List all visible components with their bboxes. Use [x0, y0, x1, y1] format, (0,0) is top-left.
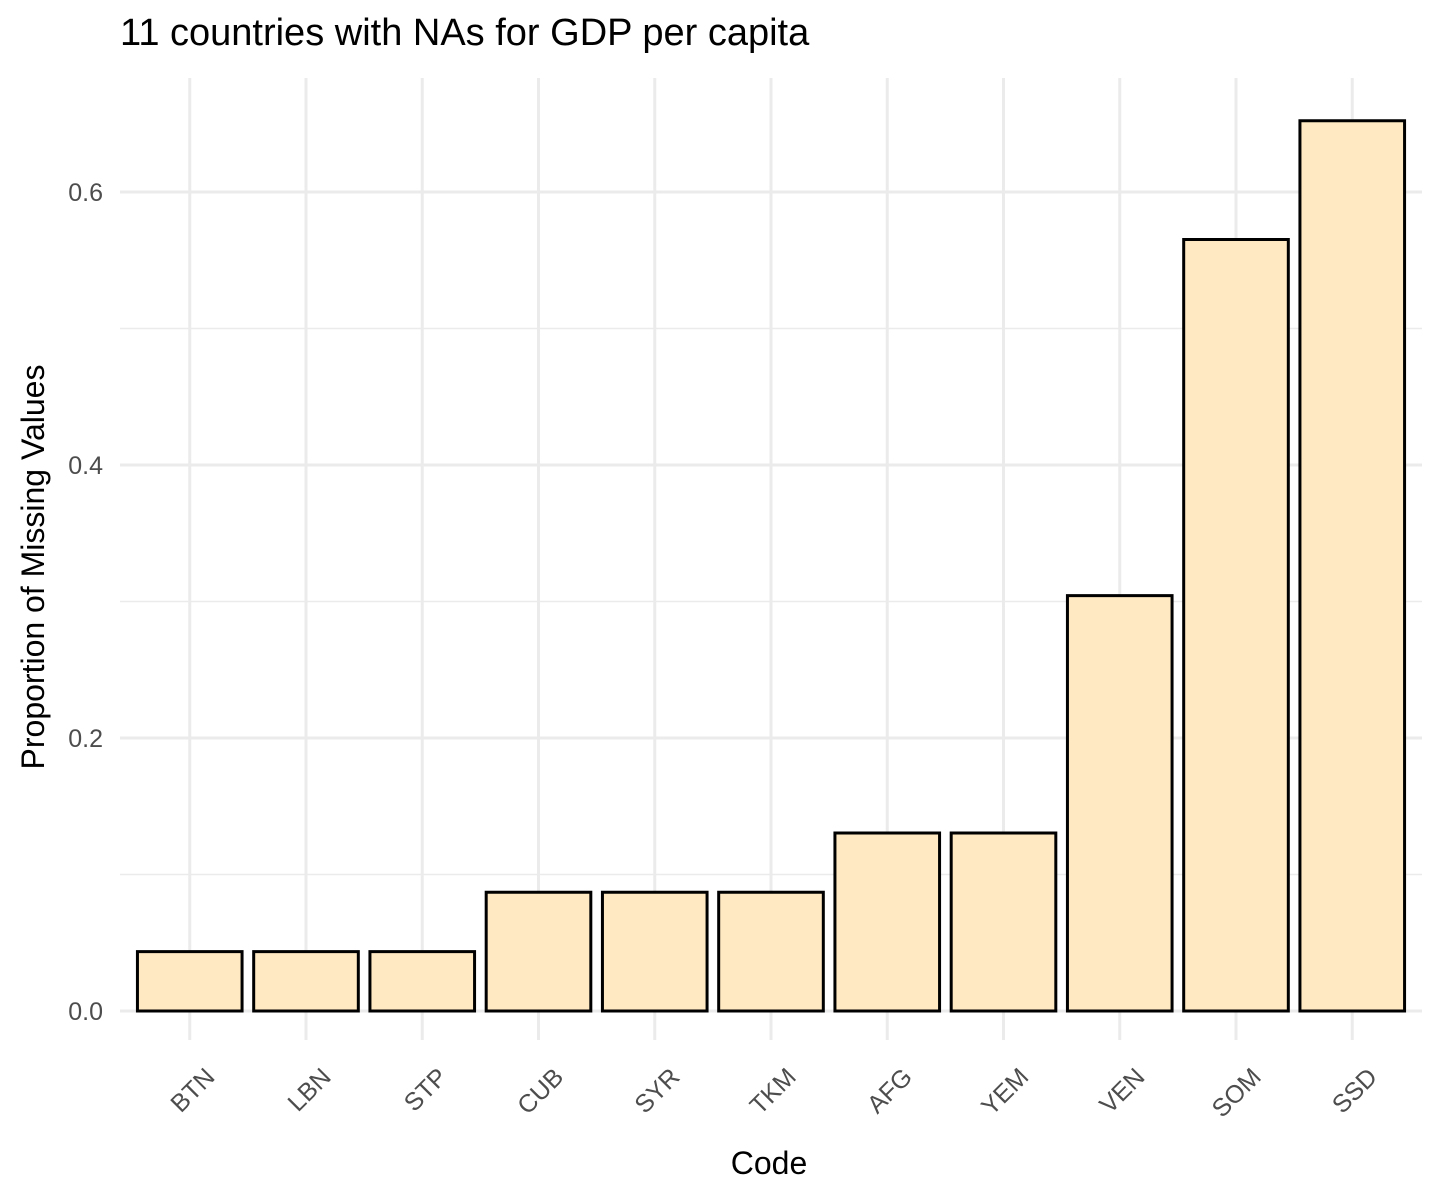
y-tick-label: 0.4	[68, 452, 103, 480]
x-tick-label: BTN	[165, 1063, 220, 1118]
x-tick-label: YEM	[976, 1063, 1034, 1121]
x-tick-label: SSD	[1327, 1063, 1383, 1119]
x-axis-label: Code	[731, 1145, 808, 1181]
bar-cub	[484, 890, 593, 1013]
y-axis-label: Proportion of Missing Values	[15, 365, 51, 770]
bar-yem	[949, 831, 1058, 1013]
x-tick-label: SYR	[629, 1063, 685, 1119]
bar-syr	[600, 890, 709, 1013]
y-tick-label: 0.6	[68, 179, 103, 207]
x-tick-label: STP	[399, 1063, 453, 1117]
x-tick-label: AFG	[862, 1063, 918, 1119]
bar-ssd	[1298, 119, 1407, 1013]
bars	[135, 119, 1407, 1013]
x-tick-label: SOM	[1207, 1063, 1267, 1123]
y-axis-tick-labels: 0.0 0.2 0.4 0.6	[68, 179, 103, 1026]
bar-tkm	[717, 890, 825, 1013]
x-tick-label: CUB	[512, 1063, 569, 1120]
bar-ven	[1065, 594, 1174, 1013]
bar-lbn	[252, 950, 360, 1013]
y-tick-label: 0.0	[68, 998, 103, 1026]
bar-btn	[135, 950, 244, 1013]
x-tick-label: LBN	[282, 1063, 336, 1117]
x-tick-label: VEN	[1094, 1063, 1150, 1119]
chart-title: 11 countries with NAs for GDP per capita	[120, 12, 810, 54]
x-tick-label: TKM	[745, 1063, 802, 1120]
bar-afg	[833, 831, 942, 1013]
bar-som	[1182, 238, 1290, 1013]
x-axis-tick-labels: BTN LBN STP CUB SYR TKM AFG YEM VEN SOM SSD	[165, 1063, 1383, 1123]
y-tick-label: 0.2	[68, 725, 103, 753]
bar-stp	[368, 950, 477, 1013]
grid-lines	[120, 78, 1422, 1040]
